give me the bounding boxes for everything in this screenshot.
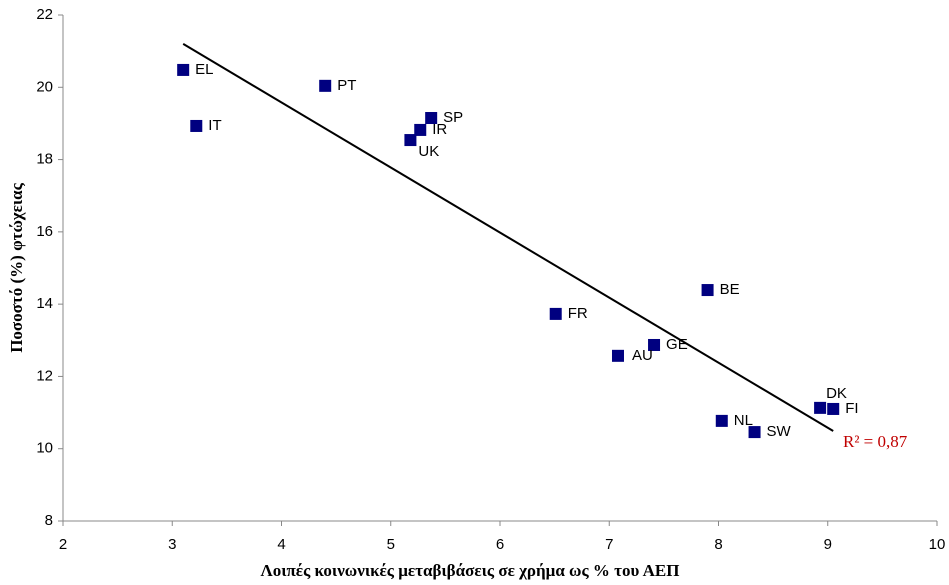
data-point bbox=[748, 426, 761, 439]
point-label: GE bbox=[666, 336, 688, 353]
point-label: DK bbox=[826, 385, 847, 402]
data-point bbox=[190, 119, 203, 132]
point-label: FI bbox=[845, 400, 858, 417]
point-label: SW bbox=[767, 423, 792, 440]
data-point bbox=[648, 338, 661, 351]
x-axis-title: Λοιπές κοινωνικές μεταβιβάσεις σε χρήμα … bbox=[261, 561, 680, 580]
data-point bbox=[549, 307, 562, 320]
x-tick-label: 7 bbox=[605, 536, 613, 553]
x-tick-label: 6 bbox=[496, 536, 504, 553]
y-tick-label: 12 bbox=[36, 367, 53, 384]
data-point bbox=[425, 112, 438, 125]
data-point bbox=[611, 349, 624, 362]
point-label: UK bbox=[418, 143, 439, 160]
y-tick-label: 20 bbox=[36, 78, 53, 95]
data-point bbox=[814, 401, 827, 414]
point-label: SP bbox=[443, 109, 463, 126]
data-point bbox=[827, 402, 840, 415]
r-squared-annotation: R² = 0,87 bbox=[843, 432, 908, 451]
data-point bbox=[404, 134, 417, 147]
point-label: NL bbox=[734, 412, 753, 429]
trend-line bbox=[182, 43, 834, 432]
data-point bbox=[319, 79, 332, 92]
data-point bbox=[715, 414, 728, 427]
point-label: IT bbox=[208, 117, 221, 134]
y-axis-title: Ποσοστό (%) φτώχειας bbox=[7, 182, 26, 352]
point-label: AU bbox=[632, 347, 653, 364]
point-label: BE bbox=[720, 281, 740, 298]
y-tick-label: 22 bbox=[36, 6, 53, 23]
x-tick-label: 2 bbox=[59, 536, 67, 553]
data-point bbox=[701, 284, 714, 297]
point-label: IR bbox=[432, 121, 447, 138]
point-label: PT bbox=[337, 77, 356, 94]
x-tick-label: 3 bbox=[168, 536, 176, 553]
x-tick-label: 8 bbox=[714, 536, 722, 553]
x-tick-label: 9 bbox=[824, 536, 832, 553]
y-tick-label: 16 bbox=[36, 223, 53, 240]
y-tick-label: 10 bbox=[36, 440, 53, 457]
x-tick-label: 4 bbox=[277, 536, 285, 553]
point-label: EL bbox=[195, 61, 213, 78]
y-tick-label: 18 bbox=[36, 151, 53, 168]
y-tick-label: 14 bbox=[36, 295, 53, 312]
y-tick-label: 8 bbox=[45, 512, 53, 529]
data-point bbox=[414, 123, 427, 136]
point-label: FR bbox=[568, 305, 588, 322]
x-tick-label: 5 bbox=[387, 536, 395, 553]
x-tick-label: 10 bbox=[929, 536, 946, 553]
data-point bbox=[177, 63, 190, 76]
